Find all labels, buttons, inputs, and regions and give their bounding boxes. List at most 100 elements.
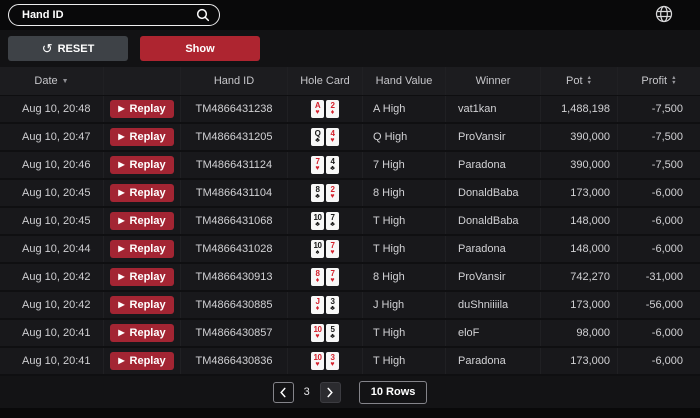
hand-id: TM4866431028 <box>180 236 287 262</box>
header-pot-label: Pot <box>566 75 583 87</box>
hand-date: Aug 10, 20:42 <box>22 271 91 283</box>
table-row: Aug 10, 20:48 ▶ Replay TM4866431238 A ♥ 2 ♦… <box>0 96 700 124</box>
hole-cards: Q ♣ 4 ♥ <box>287 124 362 150</box>
play-icon: ▶ <box>118 300 125 309</box>
hand-value: A High <box>362 96 445 122</box>
replay-cell: ▶ Replay <box>103 124 180 150</box>
replay-label: Replay <box>129 103 166 115</box>
playing-card-2-diamond: 2 ♦ <box>326 100 339 118</box>
replay-button[interactable]: ▶ Replay <box>110 296 174 314</box>
playing-card-2-heart: 2 ♥ <box>326 184 339 202</box>
hand-id: TM4866431068 <box>180 208 287 234</box>
header-pot[interactable]: Pot ▲ ▼ <box>540 67 617 95</box>
header-date[interactable]: Date ▼ <box>0 67 103 95</box>
profit-value: -31,000 <box>617 264 700 290</box>
hand-value: T High <box>362 348 445 374</box>
replay-cell: ▶ Replay <box>103 152 180 178</box>
replay-label: Replay <box>129 355 166 367</box>
pot-value: 173,000 <box>540 348 617 374</box>
table-row: Aug 10, 20:42 ▶ Replay TM4866430913 8 ♦ 7 ♥… <box>0 264 700 292</box>
replay-button[interactable]: ▶ Replay <box>110 184 174 202</box>
replay-cell: ▶ Replay <box>103 292 180 318</box>
sort-desc-icon: ▼ <box>61 77 69 85</box>
playing-card-J-diamond: J ♦ <box>311 296 324 314</box>
hole-cards: A ♥ 2 ♦ <box>287 96 362 122</box>
playing-card-7-heart: 7 ♥ <box>311 156 324 174</box>
reset-button[interactable]: ↺ RESET <box>8 36 128 61</box>
replay-button[interactable]: ▶ Replay <box>110 352 174 370</box>
header-profit[interactable]: Profit ▲ ▼ <box>617 67 700 95</box>
profit-value: -6,000 <box>617 348 700 374</box>
replay-button[interactable]: ▶ Replay <box>110 324 174 342</box>
header-hole-card-label: Hole Card <box>300 75 350 87</box>
replay-button[interactable]: ▶ Replay <box>110 156 174 174</box>
hole-cards: 10 ♥ 3 ♥ <box>287 348 362 374</box>
replay-cell: ▶ Replay <box>103 264 180 290</box>
header-hand-value: Hand Value <box>362 67 445 95</box>
search-input[interactable] <box>8 4 220 26</box>
hole-cards: 10 ♠ 7 ♥ <box>287 236 362 262</box>
current-page: 3 <box>303 386 310 398</box>
replay-button[interactable]: ▶ Replay <box>110 100 174 118</box>
winner-name: ProVansir <box>445 264 540 290</box>
hole-cards: 8 ♣ 2 ♥ <box>287 180 362 206</box>
header-winner: Winner <box>445 67 540 95</box>
globe-icon[interactable] <box>654 4 674 24</box>
replay-button[interactable]: ▶ Replay <box>110 128 174 146</box>
play-icon: ▶ <box>118 188 125 197</box>
table-row: Aug 10, 20:42 ▶ Replay TM4866430885 J ♦ 3 ♣… <box>0 292 700 320</box>
play-icon: ▶ <box>118 328 125 337</box>
hand-value: T High <box>362 236 445 262</box>
replay-label: Replay <box>129 187 166 199</box>
winner-name: Paradona <box>445 348 540 374</box>
replay-cell: ▶ Replay <box>103 208 180 234</box>
hand-value: Q High <box>362 124 445 150</box>
hole-cards: J ♦ 3 ♣ <box>287 292 362 318</box>
hand-id: TM4866431104 <box>180 180 287 206</box>
hand-date: Aug 10, 20:45 <box>22 187 91 199</box>
playing-card-3-heart: 3 ♥ <box>326 352 339 370</box>
search-icon[interactable] <box>195 7 211 23</box>
hole-cards: 10 ♣ 7 ♣ <box>287 208 362 234</box>
replay-cell: ▶ Replay <box>103 96 180 122</box>
playing-card-A-heart: A ♥ <box>311 100 324 118</box>
playing-card-Q-club: Q ♣ <box>311 128 324 146</box>
prev-page-button[interactable] <box>272 381 294 403</box>
hand-value: T High <box>362 208 445 234</box>
header-winner-label: Winner <box>475 75 511 87</box>
playing-card-10-heart: 10 ♥ <box>311 324 324 342</box>
header-hole-card: Hole Card <box>287 67 362 95</box>
playing-card-5-club: 5 ♣ <box>326 324 339 342</box>
winner-name: vat1kan <box>445 96 540 122</box>
sort-both-icon: ▲ ▼ <box>671 75 677 86</box>
replay-cell: ▶ Replay <box>103 236 180 262</box>
table-row: Aug 10, 20:45 ▶ Replay TM4866431068 10 ♣ 7… <box>0 208 700 236</box>
hand-date: Aug 10, 20:46 <box>22 159 91 171</box>
hands-table: Date ▼ Hand ID Hole Card Hand Value Winn… <box>0 67 700 376</box>
replay-label: Replay <box>129 327 166 339</box>
hand-value: 8 High <box>362 180 445 206</box>
playing-card-3-club: 3 ♣ <box>326 296 339 314</box>
replay-label: Replay <box>129 299 166 311</box>
replay-button[interactable]: ▶ Replay <box>110 240 174 258</box>
playing-card-7-heart: 7 ♥ <box>326 240 339 258</box>
hole-cards: 8 ♦ 7 ♥ <box>287 264 362 290</box>
show-button[interactable]: Show <box>140 36 260 61</box>
hand-value: 8 High <box>362 264 445 290</box>
replay-cell: ▶ Replay <box>103 348 180 374</box>
replay-button[interactable]: ▶ Replay <box>110 212 174 230</box>
pot-value: 1,488,198 <box>540 96 617 122</box>
next-page-button[interactable] <box>319 381 341 403</box>
pot-value: 173,000 <box>540 292 617 318</box>
rows-per-page-button[interactable]: 10 Rows <box>358 380 428 404</box>
replay-button[interactable]: ▶ Replay <box>110 268 174 286</box>
winner-name: DonaldBaba <box>445 180 540 206</box>
reset-label: RESET <box>57 42 95 55</box>
reset-icon: ↺ <box>41 41 53 56</box>
header-date-label: Date <box>34 75 58 87</box>
table-row: Aug 10, 20:45 ▶ Replay TM4866431104 8 ♣ 2 ♥… <box>0 180 700 208</box>
replay-label: Replay <box>129 131 166 143</box>
pot-value: 173,000 <box>540 180 617 206</box>
hand-id: TM4866430913 <box>180 264 287 290</box>
table-row: Aug 10, 20:41 ▶ Replay TM4866430836 10 ♥ 3… <box>0 348 700 376</box>
